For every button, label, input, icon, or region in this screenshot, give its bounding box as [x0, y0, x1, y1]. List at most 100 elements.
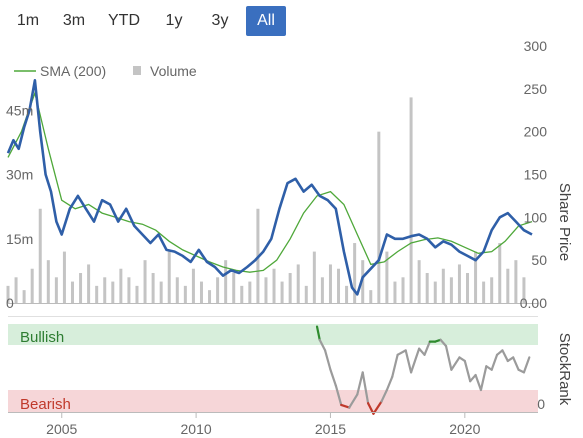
stockrank-segment [444, 344, 453, 371]
volume-bar [30, 268, 34, 303]
stockrank-segment [501, 349, 509, 363]
volume-bar [304, 285, 308, 303]
volume-tick: 15m [6, 231, 33, 247]
stockrank-segment [418, 347, 426, 356]
stockrank-segment [439, 338, 448, 348]
stockrank-segment [323, 349, 332, 371]
volume-bars [6, 97, 526, 304]
volume-bar [22, 290, 26, 303]
volume-bar [159, 281, 163, 303]
x-tick-label: 2005 [46, 421, 77, 437]
volume-bar [393, 281, 397, 303]
volume-bar [280, 281, 284, 303]
stockrank-segment [409, 347, 421, 374]
stockrank-segment [469, 373, 477, 383]
stockrank-segment [329, 368, 337, 387]
stockrank-segment [522, 356, 531, 374]
volume-bar [320, 277, 324, 303]
volume-bar [143, 260, 147, 303]
volume-bar [46, 260, 50, 303]
stockrank-segment [495, 349, 504, 356]
volume-bar [216, 277, 220, 303]
price-line [6, 79, 533, 296]
bearish-band [8, 390, 538, 412]
volume-bar [248, 281, 252, 303]
volume-bar [466, 273, 470, 303]
volume-bar [506, 268, 510, 303]
stockrank-segment [361, 371, 370, 405]
volume-tick: 30m [6, 167, 33, 183]
legend-volume-label: Volume [150, 63, 197, 79]
chart-legend: SMA (200) Volume [14, 63, 197, 79]
volume-tick: 0 [6, 295, 14, 311]
volume-bar [377, 131, 381, 303]
volume-bar [119, 268, 123, 303]
volume-bar [208, 290, 212, 303]
stockrank-segment [385, 375, 394, 392]
volume-bar [385, 251, 389, 303]
volume-bar [224, 260, 228, 303]
volume-bar [522, 277, 526, 303]
bearish-label: Bearish [20, 396, 71, 413]
share-price-tick: 200 [524, 124, 548, 140]
legend-sma-label: SMA (200) [40, 63, 106, 79]
stockrank-segment [490, 353, 499, 371]
volume-bar [191, 268, 195, 303]
volume-bar [482, 281, 486, 303]
share-price-tick: 100 [524, 209, 548, 225]
range-button-ytd[interactable]: YTD [108, 12, 140, 29]
volume-bar [417, 260, 421, 303]
stockrank-segment [396, 349, 407, 356]
stockrank-segment [423, 340, 431, 356]
volume-bar [70, 281, 74, 303]
stockrank-segment [463, 359, 472, 383]
stockrank-segment [380, 388, 388, 403]
volume-bar [353, 243, 357, 303]
volume-bar [127, 277, 131, 303]
volume-bar [175, 277, 179, 303]
stockrank-axis-title: StockRank [556, 333, 573, 406]
stockrank-bands: Bullish Bearish [8, 324, 538, 413]
stockrank-segment [474, 373, 483, 392]
stockrank-segment [372, 400, 383, 415]
stockrank-segment [315, 325, 321, 341]
range-button-3m[interactable]: 3m [62, 12, 86, 29]
volume-bar [474, 251, 478, 303]
volume-bar [6, 285, 10, 303]
volume-bar [62, 251, 66, 303]
share-price-tick: 0.00 [520, 295, 547, 311]
range-button-3y[interactable]: 3y [211, 12, 229, 29]
volume-bar [199, 281, 203, 303]
range-button-1y[interactable]: 1y [165, 12, 183, 29]
stockrank-segment [334, 384, 343, 407]
chart-series [6, 79, 533, 415]
volume-bar [135, 285, 139, 303]
volume-tick: 45m [6, 102, 33, 118]
stockrank-segment [356, 371, 364, 396]
range-button-1m[interactable]: 1m [16, 12, 40, 29]
volume-bar [54, 277, 58, 303]
stockrank-segment [450, 356, 461, 371]
volume-bar [433, 281, 437, 303]
volume-bar [425, 273, 429, 303]
stockrank-segment [318, 338, 327, 352]
bullish-label: Bullish [20, 329, 64, 346]
volume-bar [183, 285, 187, 303]
stockrank-segment [404, 349, 413, 374]
stockrank-segment [391, 353, 399, 378]
volume-bar [337, 268, 341, 303]
volume-bar [95, 285, 99, 303]
volume-bar [345, 285, 349, 303]
volume-bar [328, 264, 332, 303]
volume-bar [103, 277, 107, 303]
volume-bar [409, 97, 413, 304]
share-price-tick: 150 [524, 167, 548, 183]
volume-bar [490, 277, 494, 303]
range-button-all[interactable]: All [246, 6, 286, 36]
volume-bar [79, 273, 83, 303]
volume-bar [457, 264, 461, 303]
volume-bar [167, 251, 171, 303]
volume-bar [449, 277, 453, 303]
stockrank-segment [512, 356, 520, 371]
